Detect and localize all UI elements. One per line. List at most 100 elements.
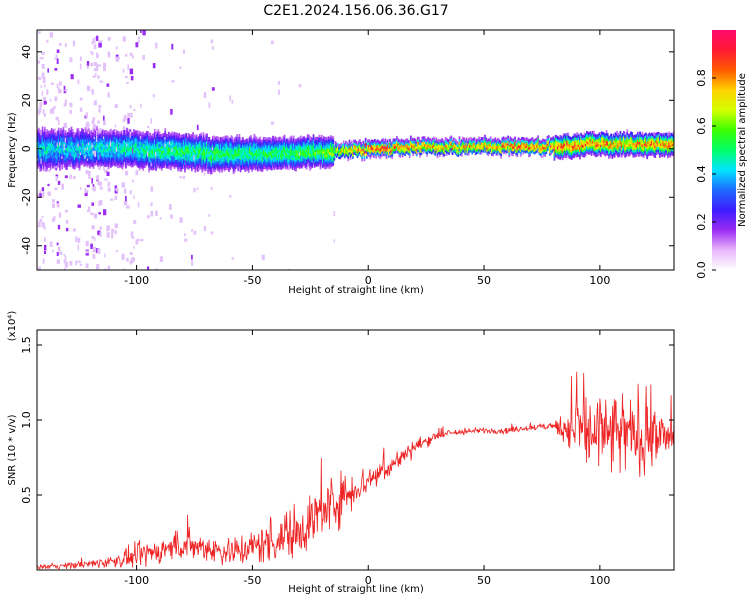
- spectrogram-cell: [158, 150, 161, 154]
- spectrogram-cell: [182, 153, 185, 157]
- spectrogram-cell: [199, 146, 201, 150]
- spectrogram-speckle: [69, 260, 73, 266]
- spectrogram-cell: [313, 159, 316, 163]
- spectrogram-cell: [207, 161, 210, 165]
- spectrogram-cell: [254, 155, 257, 159]
- spectrogram-cell: [264, 146, 266, 150]
- spectrogram-speckle: [43, 100, 47, 105]
- spectrogram-cell: [192, 134, 194, 138]
- spectrogram-cell: [75, 134, 77, 138]
- spectrogram-cell: [159, 141, 162, 145]
- spectrogram-cell: [330, 156, 332, 160]
- spectrogram-cell: [320, 139, 323, 143]
- spectrogram-cell: [208, 144, 211, 148]
- spectrogram-cell: [184, 145, 186, 149]
- spectrogram-cell: [105, 159, 108, 163]
- spectrogram-cell: [185, 164, 188, 168]
- spectrogram-cell: [86, 142, 89, 146]
- spectrogram-cell: [298, 156, 301, 160]
- spectrogram-cell: [242, 137, 244, 141]
- spectrogram-cell: [52, 155, 54, 159]
- spectrogram-cell: [202, 161, 205, 165]
- spectrogram-cell: [281, 163, 284, 167]
- spectrogram-cell: [457, 151, 460, 155]
- spectrogram-cell: [231, 151, 234, 155]
- spectrogram-cell: [49, 166, 52, 170]
- spectrogram-cell: [134, 149, 137, 153]
- spectrogram-cell: [165, 150, 168, 154]
- spectrogram-cell: [217, 165, 220, 169]
- spectrogram-cell: [54, 147, 57, 151]
- spectrogram-cell: [142, 150, 145, 154]
- spectrogram-cell: [142, 155, 145, 159]
- spectrogram-cell: [304, 140, 307, 144]
- spectrogram-cell: [477, 150, 479, 154]
- spectrogram-cell: [361, 146, 364, 150]
- spectrogram-cell: [226, 155, 229, 159]
- spectrogram-cell: [283, 142, 286, 146]
- spectrogram-cell: [103, 153, 105, 157]
- spectrogram-cell: [189, 140, 192, 144]
- spectrogram-cell: [96, 142, 98, 146]
- spectrogram-cell: [298, 141, 301, 145]
- spectrogram-cell: [316, 158, 318, 162]
- spectrogram-cell: [60, 162, 62, 166]
- spectrogram-cell: [169, 135, 171, 139]
- spectrogram-cell: [339, 151, 342, 155]
- spectrogram-cell: [466, 140, 469, 144]
- spectrogram-cell: [187, 166, 190, 170]
- spectrogram-cell: [242, 166, 244, 170]
- spectrogram-cell: [239, 142, 242, 146]
- spectrogram-cell: [175, 144, 178, 148]
- spectrogram-cell: [182, 146, 185, 150]
- spectrogram-speckle: [92, 124, 96, 130]
- spectrogram-cell: [245, 148, 248, 152]
- spectrogram-cell: [187, 162, 190, 166]
- spectrogram-cell: [418, 136, 420, 140]
- spectrogram-cell: [179, 139, 182, 143]
- spectrogram-cell: [302, 151, 304, 155]
- spectrogram-cell: [107, 132, 110, 136]
- spectrogram-cell: [75, 159, 77, 163]
- spectrogram-cell: [277, 166, 280, 170]
- spectrogram-cell: [119, 154, 121, 158]
- spectrogram-cell: [473, 139, 476, 143]
- spectrogram-cell: [281, 159, 284, 163]
- spectrogram-cell: [57, 154, 60, 158]
- spectrogram-cell: [105, 139, 108, 143]
- spectrogram-cell: [53, 129, 55, 133]
- spectrogram-cell: [240, 147, 243, 151]
- spectrogram-cell: [272, 150, 274, 154]
- spectrogram-cell: [393, 148, 396, 152]
- spectrogram-cell: [137, 157, 140, 161]
- spectrogram-cell: [62, 146, 65, 150]
- spectrogram-cell: [192, 163, 194, 167]
- spectrogram-speckle: [56, 242, 59, 246]
- spectrogram-cell: [112, 147, 115, 151]
- spectrogram-cell: [109, 138, 112, 142]
- spectrogram-cell: [209, 144, 212, 148]
- spectrogram-cell: [343, 145, 346, 149]
- spectrogram-cell: [71, 141, 74, 145]
- spectrogram-cell: [497, 143, 500, 147]
- spectrogram-cell: [74, 142, 76, 146]
- spectrogram-cell: [419, 149, 421, 153]
- spectrogram-cell: [297, 154, 300, 158]
- spectrogram-cell: [283, 156, 286, 160]
- spectrogram-cell: [46, 131, 49, 135]
- spectrogram-cell: [48, 147, 51, 151]
- spectrogram-cell: [78, 140, 81, 144]
- spectrogram-cell: [277, 156, 280, 160]
- spectrogram-cell: [182, 151, 185, 155]
- spectrogram-cell: [262, 166, 265, 170]
- spectrogram-cell: [166, 165, 169, 169]
- spectrogram-cell: [372, 154, 375, 158]
- spectrogram-cell: [57, 132, 60, 136]
- spectrogram-cell: [292, 159, 295, 163]
- spectrogram-cell: [174, 154, 177, 158]
- spectrogram-cell: [243, 166, 245, 170]
- spectrogram-cell: [455, 146, 457, 150]
- spectrogram-cell: [259, 163, 262, 167]
- spectrogram-cell: [125, 160, 127, 164]
- spectrogram-cell: [223, 139, 226, 143]
